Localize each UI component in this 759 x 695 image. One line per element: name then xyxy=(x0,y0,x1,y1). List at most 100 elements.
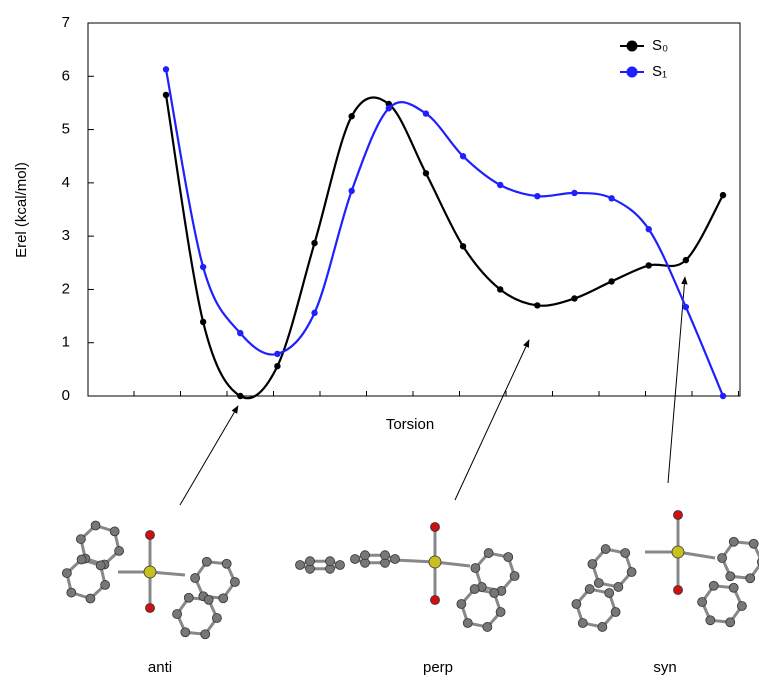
atom xyxy=(484,549,493,558)
atom xyxy=(431,596,440,605)
y-tick-label: 7 xyxy=(62,14,70,31)
arrow xyxy=(455,340,529,500)
atom xyxy=(698,598,707,607)
plot-frame xyxy=(88,23,740,396)
atom xyxy=(381,551,390,560)
atom xyxy=(101,580,110,589)
atom xyxy=(709,581,718,590)
atom xyxy=(594,578,603,587)
atom xyxy=(429,556,441,568)
data-point xyxy=(274,363,280,369)
data-point xyxy=(200,319,206,325)
data-point xyxy=(348,113,354,119)
atom xyxy=(62,569,71,578)
molecules xyxy=(62,511,759,639)
atom xyxy=(146,604,155,613)
data-point xyxy=(683,304,689,310)
atom xyxy=(611,607,620,616)
legend-marker xyxy=(627,67,638,78)
atom xyxy=(598,622,607,631)
data-point xyxy=(237,330,243,336)
atom xyxy=(588,560,597,569)
data-point xyxy=(720,192,726,198)
atom xyxy=(729,583,738,592)
arrow xyxy=(180,406,238,505)
atom xyxy=(431,523,440,532)
atom xyxy=(86,594,95,603)
atom xyxy=(326,557,335,566)
atom xyxy=(706,616,715,625)
atom xyxy=(296,561,305,570)
atom xyxy=(746,574,755,583)
atom xyxy=(204,595,213,604)
data-point xyxy=(460,153,466,159)
data-point xyxy=(423,110,429,116)
data-point xyxy=(571,295,577,301)
atom xyxy=(718,554,727,563)
atom xyxy=(614,582,623,591)
atom xyxy=(361,551,370,560)
x-axis-label: Torsion xyxy=(386,416,434,433)
atom xyxy=(463,618,472,627)
data-point xyxy=(348,188,354,194)
atom xyxy=(470,585,479,594)
arrows xyxy=(180,277,685,505)
atom xyxy=(729,537,738,546)
atom xyxy=(726,618,735,627)
atom xyxy=(674,586,683,595)
y-tick-label: 2 xyxy=(62,280,70,297)
data-point xyxy=(311,310,317,316)
data-point xyxy=(163,66,169,72)
y-tick-label: 4 xyxy=(62,174,70,191)
atom xyxy=(496,607,505,616)
y-tick-label: 0 xyxy=(62,387,70,404)
atom xyxy=(457,600,466,609)
y-tick-label: 5 xyxy=(62,121,70,138)
atom xyxy=(76,535,85,544)
atom xyxy=(77,555,86,564)
data-point xyxy=(534,193,540,199)
atom xyxy=(91,521,100,530)
atom xyxy=(351,555,360,564)
y-tick-label: 1 xyxy=(62,334,70,351)
atom xyxy=(585,585,594,594)
atom xyxy=(674,511,683,520)
atom xyxy=(391,555,400,564)
atom xyxy=(110,527,119,536)
atom xyxy=(201,630,210,639)
atom xyxy=(115,546,124,555)
atom xyxy=(67,588,76,597)
data-point xyxy=(237,393,243,399)
data-point xyxy=(460,243,466,249)
data-point xyxy=(497,286,503,292)
data-point xyxy=(646,226,652,232)
atom xyxy=(173,610,182,619)
conformer-label: anti xyxy=(148,659,172,676)
conformer-label: syn xyxy=(653,659,676,676)
conformer-label: perp xyxy=(423,659,453,676)
data-point xyxy=(497,182,503,188)
figure: Erel (kcal/mol) Torsion anti perp syn 0 1… xyxy=(0,0,759,695)
data-point xyxy=(608,278,614,284)
legend-label: S₁ xyxy=(652,63,667,80)
atom xyxy=(578,618,587,627)
atom xyxy=(184,593,193,602)
data-point xyxy=(274,351,280,357)
data-point xyxy=(311,240,317,246)
y-tick-label: 6 xyxy=(62,67,70,84)
data-point xyxy=(608,195,614,201)
atom xyxy=(144,566,156,578)
atom xyxy=(222,559,231,568)
y-axis-label: Erel (kcal/mol) xyxy=(13,162,30,258)
atom xyxy=(605,589,614,598)
atom xyxy=(471,564,480,573)
atom xyxy=(490,589,499,598)
atom xyxy=(504,553,513,562)
atom xyxy=(672,546,684,558)
atom xyxy=(212,613,221,622)
atom xyxy=(726,572,735,581)
atom xyxy=(601,545,610,554)
atom xyxy=(202,557,211,566)
atom xyxy=(336,561,345,570)
atom xyxy=(306,557,315,566)
